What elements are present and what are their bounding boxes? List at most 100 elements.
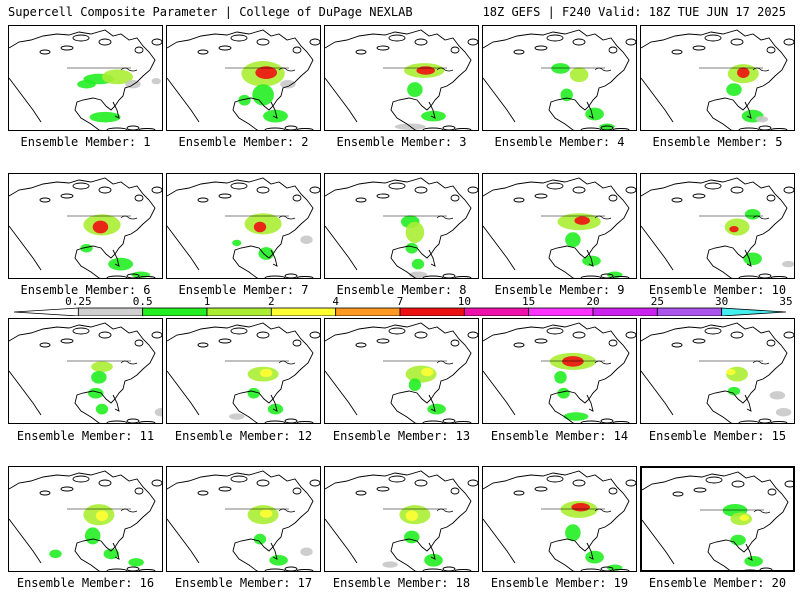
- scp-contour: [562, 356, 584, 367]
- colorbar-segment: [77, 307, 144, 316]
- map-panel: [166, 25, 321, 131]
- colorbar-tick-label: 30: [715, 295, 728, 308]
- coastline: [325, 29, 478, 130]
- colorbar-tick-label: 20: [586, 295, 599, 308]
- map-canvas: [483, 322, 636, 423]
- scp-contour: [77, 80, 96, 89]
- member-label: Ensemble Member: 17: [174, 576, 313, 590]
- map-canvas: [483, 470, 636, 571]
- coastline: [325, 322, 478, 423]
- scp-contour: [421, 367, 434, 377]
- map-panel: [640, 318, 795, 424]
- member-label: Ensemble Member: 3: [336, 135, 467, 149]
- scp-contour: [557, 387, 570, 399]
- map-canvas: [9, 177, 162, 278]
- coastline: [9, 177, 162, 278]
- colorbar-segment: [13, 307, 79, 316]
- map-panel: [640, 173, 795, 279]
- scp-contour: [726, 83, 742, 96]
- colorbar-segment: [656, 307, 723, 316]
- scp-contour: [769, 391, 786, 400]
- scp-contour: [726, 368, 736, 376]
- colorbar-segment: [463, 307, 530, 316]
- scp-contour: [49, 549, 62, 559]
- map-canvas: [167, 177, 320, 278]
- coastline: [483, 177, 636, 278]
- member-label: Ensemble Member: 7: [178, 283, 309, 297]
- scp-contour: [737, 67, 750, 78]
- colorbar-segment: [399, 307, 465, 316]
- scp-contour: [229, 413, 245, 420]
- coastline: [641, 322, 794, 423]
- map-canvas: [167, 29, 320, 130]
- map-panel: [324, 466, 479, 572]
- map-canvas: [167, 322, 320, 423]
- scp-contour: [571, 503, 590, 512]
- scp-contour: [269, 554, 288, 566]
- scp-contour: [744, 208, 761, 220]
- map-canvas: [325, 470, 478, 571]
- colorbar-tick-label: 4: [332, 295, 339, 308]
- scp-contour: [739, 514, 749, 521]
- member-label: Ensemble Member: 12: [174, 429, 313, 443]
- map-panel: [166, 466, 321, 572]
- scp-contour: [263, 109, 288, 123]
- member-label: Ensemble Member: 13: [332, 429, 471, 443]
- member-label: Ensemble Member: 8: [336, 283, 467, 297]
- scp-contour: [599, 123, 615, 130]
- scp-contour: [727, 386, 741, 396]
- member-label: Ensemble Member: 18: [332, 576, 471, 590]
- scp-contour: [102, 69, 133, 85]
- scp-contour: [91, 370, 107, 384]
- scp-contour: [407, 82, 423, 98]
- map-canvas: [167, 470, 320, 571]
- scp-contour: [755, 116, 769, 123]
- scp-contour: [247, 387, 260, 399]
- scp-contour: [408, 378, 422, 392]
- scp-contour: [560, 88, 573, 102]
- map-panel: [482, 173, 637, 279]
- colorbar-tick-label: 25: [651, 295, 664, 308]
- colorbar-tick-label: 15: [522, 295, 535, 308]
- scp-contour: [565, 524, 581, 542]
- coastline: [325, 177, 478, 278]
- member-label: Ensemble Member: 10: [648, 283, 787, 297]
- scp-contour: [551, 63, 570, 74]
- map-canvas: [641, 322, 794, 423]
- scp-contour: [80, 243, 93, 253]
- scp-contour: [729, 225, 739, 233]
- member-label: Ensemble Member: 6: [20, 283, 151, 297]
- coastline: [9, 470, 162, 571]
- scp-contour: [151, 77, 161, 85]
- coastline: [483, 29, 636, 130]
- scp-contour: [569, 67, 589, 83]
- map-canvas: [9, 322, 162, 423]
- scp-contour: [424, 553, 443, 567]
- map-panel: [324, 318, 479, 424]
- map-panel: [482, 25, 637, 131]
- scp-contour: [88, 387, 104, 399]
- scp-contour: [253, 533, 267, 545]
- scp-contour: [574, 216, 590, 225]
- colorbar-tick-label: 0.25: [65, 295, 92, 308]
- scp-contour: [300, 235, 313, 244]
- map-panel: [166, 318, 321, 424]
- map-panel: [482, 318, 637, 424]
- scp-contour: [300, 547, 313, 557]
- scp-contour: [585, 107, 604, 121]
- coastline: [9, 29, 162, 130]
- map-canvas: [483, 177, 636, 278]
- map-canvas: [325, 322, 478, 423]
- scp-contour: [416, 66, 436, 75]
- scp-contour: [427, 403, 446, 415]
- scp-contour: [411, 258, 425, 270]
- member-label: Ensemble Member: 4: [494, 135, 625, 149]
- scp-contour: [280, 80, 296, 89]
- map-panel: [8, 25, 163, 131]
- colorbar-tick-label: 1: [204, 295, 211, 308]
- header-valid-time: 18Z GEFS | F240 Valid: 18Z TUE JUN 17 20…: [482, 5, 786, 19]
- scp-contour: [92, 220, 109, 234]
- scp-contour: [405, 242, 418, 254]
- colorbar-tick-label: 35: [779, 295, 792, 308]
- map-panel: [640, 466, 795, 572]
